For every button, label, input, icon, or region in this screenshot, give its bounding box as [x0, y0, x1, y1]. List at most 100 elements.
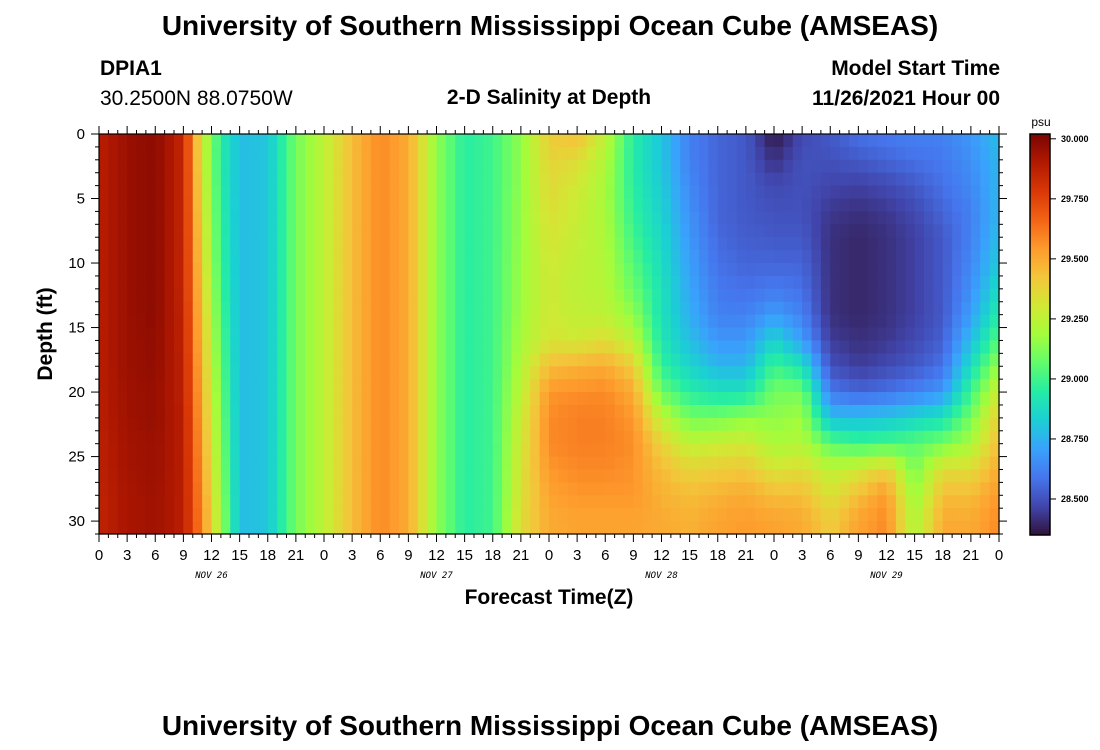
heatmap-cell	[595, 366, 606, 380]
heatmap-cell	[830, 301, 841, 316]
heatmap-cell	[774, 263, 784, 277]
heatmap-cell	[530, 134, 541, 148]
heatmap-cell	[952, 404, 963, 419]
heatmap-cell	[492, 237, 503, 251]
heatmap-cell	[633, 314, 644, 329]
heatmap-cell	[314, 146, 325, 161]
heatmap-cell	[202, 198, 213, 213]
heatmap-cell	[699, 301, 709, 316]
heatmap-cell	[783, 211, 794, 225]
heatmap-cell	[708, 314, 719, 329]
x-tick-label: 12	[878, 547, 895, 564]
heatmap-cell	[305, 469, 316, 483]
heatmap-cell	[267, 288, 278, 303]
heatmap-cell	[717, 185, 728, 200]
heatmap-cell	[755, 469, 766, 483]
heatmap-cell	[989, 237, 1000, 251]
heatmap-cell	[605, 237, 616, 251]
heatmap-cell	[652, 482, 663, 496]
heatmap-cell	[980, 159, 991, 174]
heatmap-cell	[258, 288, 269, 303]
heatmap-cell	[361, 353, 372, 367]
heatmap-cell	[155, 508, 166, 522]
heatmap-cell	[942, 353, 953, 367]
heatmap-cell	[633, 198, 644, 213]
heatmap-cell	[624, 172, 634, 187]
heatmap-cell	[324, 482, 334, 496]
heatmap-cell	[970, 340, 981, 354]
heatmap-cell	[127, 146, 138, 161]
heatmap-cell	[933, 327, 944, 342]
heatmap-cell	[286, 469, 297, 483]
heatmap-cell	[549, 417, 559, 432]
heatmap-cell	[689, 288, 700, 303]
heatmap-cell	[295, 146, 306, 161]
heatmap-cell	[727, 146, 738, 161]
heatmap-cell	[792, 301, 803, 316]
heatmap-cell	[792, 430, 803, 445]
heatmap-cell	[595, 198, 606, 213]
heatmap-cell	[520, 237, 531, 251]
x-tick-label: 21	[738, 547, 755, 564]
heatmap-cell	[820, 198, 831, 213]
heatmap-cell	[427, 134, 438, 148]
heatmap-cell	[549, 198, 559, 213]
heatmap-cell	[614, 379, 625, 393]
x-tick-label: 0	[770, 547, 778, 564]
heatmap-cell	[802, 146, 813, 161]
heatmap-cell	[99, 198, 109, 213]
heatmap-cell	[914, 224, 925, 238]
heatmap-cell	[652, 417, 663, 432]
heatmap-cell	[136, 185, 147, 200]
heatmap-cell	[905, 198, 916, 213]
heatmap-cell	[877, 250, 888, 264]
heatmap-cell	[558, 224, 569, 238]
heatmap-cell	[342, 301, 353, 316]
heatmap-cell	[774, 159, 784, 174]
heatmap-cell	[605, 469, 616, 483]
heatmap-cell	[464, 224, 475, 238]
heatmap-cell	[989, 159, 1000, 174]
heatmap-cell	[895, 211, 906, 225]
heatmap-cell	[614, 301, 625, 316]
heatmap-cell	[342, 366, 353, 380]
heatmap-cell	[661, 495, 672, 509]
heatmap-cell	[492, 443, 503, 458]
heatmap-cell	[783, 495, 794, 509]
heatmap-cell	[830, 211, 841, 225]
heatmap-cell	[727, 288, 738, 303]
heatmap-cell	[905, 250, 916, 264]
heatmap-cell	[886, 340, 897, 354]
heatmap-cell	[520, 379, 531, 393]
heatmap-cell	[764, 185, 775, 200]
heatmap-cell	[811, 469, 822, 483]
heatmap-cell	[783, 159, 794, 174]
heatmap-cell	[905, 185, 916, 200]
heatmap-cell	[324, 508, 334, 522]
heatmap-cell	[530, 353, 541, 367]
heatmap-cell	[858, 275, 869, 290]
heatmap-cell	[942, 198, 953, 213]
heatmap-cell	[642, 417, 653, 432]
heatmap-cell	[136, 482, 147, 496]
heatmap-cell	[277, 508, 288, 522]
heatmap-cell	[399, 211, 409, 225]
heatmap-cell	[661, 392, 672, 406]
heatmap-cell	[417, 456, 428, 471]
heatmap-cell	[258, 185, 269, 200]
heatmap-cell	[155, 482, 166, 496]
heatmap-cell	[136, 430, 147, 445]
heatmap-cell	[755, 172, 766, 187]
heatmap-cell	[614, 495, 625, 509]
heatmap-cell	[520, 430, 531, 445]
heatmap-cell	[324, 469, 334, 483]
heatmap-cell	[249, 443, 259, 458]
heatmap-cell	[202, 353, 213, 367]
heatmap-cell	[305, 146, 316, 161]
heatmap-cell	[389, 224, 400, 238]
heatmap-cell	[652, 392, 663, 406]
heatmap-cell	[914, 263, 925, 277]
heatmap-cell	[211, 263, 222, 277]
heatmap-cell	[277, 443, 288, 458]
heatmap-cell	[961, 185, 972, 200]
